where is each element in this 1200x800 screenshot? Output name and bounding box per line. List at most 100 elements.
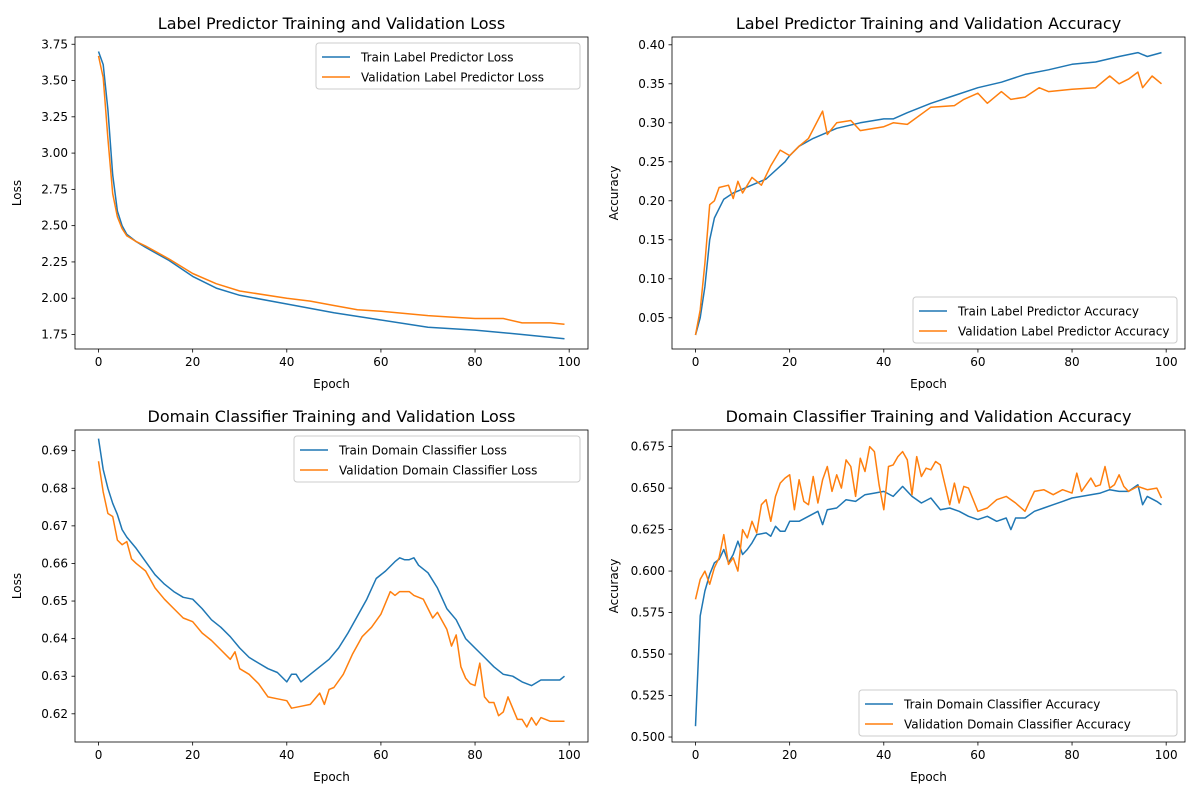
legend-box [293,435,581,483]
x-tick-label: 0 [95,748,103,762]
axes-frame [74,429,589,743]
y-tick-label: 3.50 [41,74,68,88]
x-tick-label: 0 [95,355,103,369]
y-tick-label: 0.575 [631,606,665,620]
y-tick-label: 0.625 [631,523,665,537]
y-tick-label: 0.40 [638,38,665,52]
series-line-1 [694,484,1162,727]
x-tick-label: 60 [373,748,388,762]
legend: Train Label Predictor Accuracy Validation… [912,296,1178,344]
series-line-2 [97,461,565,728]
x-tick-label: 100 [1155,748,1178,762]
x-tick-label: 60 [970,748,985,762]
legend-box [315,42,581,90]
legend-label: Validation Domain Classifier Loss [339,464,537,478]
y-tick-label: 0.500 [631,730,665,744]
x-tick-label: 40 [279,748,294,762]
x-tick-label: 0 [692,355,700,369]
legend: Train Domain Classifier Loss Validation D… [293,435,581,483]
x-tick-label: 100 [1155,355,1178,369]
y-tick-label: 2.75 [41,182,68,196]
y-tick-label: 2.25 [41,255,68,269]
y-axis-label: Loss [10,180,24,206]
y-tick-label: 0.63 [41,669,68,683]
y-tick-label: 1.75 [41,327,68,341]
chart-panel-2: 0 20 40 60 80 100 0.05 0.10 0.15 0.20 0.25 0.30 0.35… [607,14,1186,391]
x-tick-label: 80 [1064,748,1079,762]
x-tick-label: 100 [558,748,581,762]
legend-label: Train Domain Classifier Loss [338,444,507,458]
x-axis-label: Epoch [313,377,350,391]
x-tick-label: 40 [279,355,294,369]
y-tick-label: 0.68 [41,481,68,495]
y-tick-label: 3.00 [41,146,68,160]
x-axis-label: Epoch [910,770,947,784]
x-tick-label: 20 [185,355,200,369]
legend-label: Train Domain Classifier Accuracy [903,698,1100,712]
chart-title: Label Predictor Training and Validation … [736,14,1121,33]
y-axis-label: Loss [10,573,24,599]
y-axis-label: Accuracy [607,166,621,221]
x-tick-label: 20 [185,748,200,762]
y-tick-label: 0.25 [638,155,665,169]
series-line-1 [97,51,565,340]
y-tick-label: 3.75 [41,37,68,51]
x-tick-label: 100 [558,355,581,369]
series-line-2 [694,71,1162,336]
x-axis-label: Epoch [313,770,350,784]
x-tick-label: 20 [782,355,797,369]
x-tick-label: 40 [876,748,891,762]
y-tick-label: 0.10 [638,272,665,286]
x-tick-label: 0 [692,748,700,762]
legend-box [858,689,1178,737]
x-tick-label: 80 [1064,355,1079,369]
y-tick-label: 3.25 [41,110,68,124]
legend: Train Domain Classifier Accuracy Validati… [858,689,1178,737]
y-tick-label: 0.550 [631,647,665,661]
y-tick-label: 0.65 [41,594,68,608]
y-tick-label: 0.15 [638,233,665,247]
y-tick-label: 0.35 [638,77,665,91]
x-tick-label: 60 [970,355,985,369]
axes-frame [671,429,1186,743]
y-tick-label: 0.30 [638,116,665,130]
y-tick-label: 0.66 [41,556,68,570]
x-axis-label: Epoch [910,377,947,391]
chart-title: Domain Classifier Training and Validatio… [726,407,1132,426]
legend-box [912,296,1178,344]
series-line-2 [97,55,565,326]
y-tick-label: 0.600 [631,564,665,578]
chart-title: Domain Classifier Training and Validatio… [148,407,516,426]
y-tick-label: 0.650 [631,481,665,495]
legend: Train Label Predictor Loss Validation Lab… [315,42,581,90]
series-line-1 [694,51,1162,336]
y-tick-label: 0.20 [638,194,665,208]
chart-panel-1: 0 20 40 60 80 100 1.75 2.00 2.25 2.50 2.75 3.00 3.25… [10,14,589,391]
y-tick-label: 2.50 [41,219,68,233]
series-line-1 [97,438,565,687]
y-tick-label: 0.62 [41,707,68,721]
x-tick-label: 20 [782,748,797,762]
y-tick-label: 0.64 [41,632,68,646]
y-tick-label: 0.67 [41,519,68,533]
y-axis-label: Accuracy [607,559,621,614]
legend-label: Validation Label Predictor Accuracy [958,325,1169,339]
y-tick-label: 0.69 [41,444,68,458]
legend-label: Train Label Predictor Loss [360,51,514,65]
chart-panel-4: 0 20 40 60 80 100 0.500 0.525 0.550 0.575 0.600 0.6… [607,407,1186,784]
y-tick-label: 0.675 [631,440,665,454]
y-tick-label: 0.525 [631,689,665,703]
chart-title: Label Predictor Training and Validation … [158,14,505,33]
axes-frame [671,36,1186,350]
y-tick-label: 2.00 [41,291,68,305]
x-tick-label: 80 [467,355,482,369]
y-tick-label: 0.05 [638,311,665,325]
legend-label: Validation Label Predictor Loss [361,71,544,85]
legend-label: Validation Domain Classifier Accuracy [904,718,1131,732]
x-tick-label: 60 [373,355,388,369]
axes-frame [74,36,589,350]
x-tick-label: 40 [876,355,891,369]
chart-panel-3: 0 20 40 60 80 100 0.62 0.63 0.64 0.65 0.66 0.67 0.68… [10,407,589,784]
x-tick-label: 80 [467,748,482,762]
